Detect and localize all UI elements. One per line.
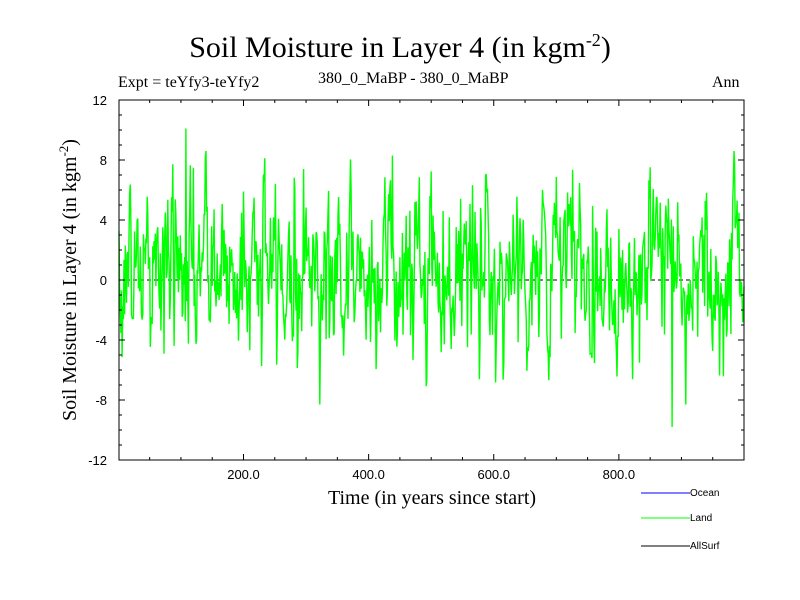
legend: Ocean Land AllSurf: [641, 488, 720, 552]
y-tick-label: 4: [100, 213, 107, 228]
legend-land-label: Land: [690, 513, 712, 524]
land-series-line: [118, 128, 745, 428]
y-tick-label: 12: [93, 93, 107, 108]
y-tick-label: -8: [95, 393, 107, 408]
x-axis-label: Time (in years since start): [328, 487, 536, 509]
legend-ocean-label: Ocean: [690, 488, 719, 499]
ticks-layer: 12 8 4 0 -4 -8 -12 200.0 400.0 600.0 800.0: [88, 93, 744, 482]
chart-title: Soil Moisture in Layer 4 (in kgm-2): [189, 30, 611, 64]
x-tick-label: 800.0: [603, 467, 636, 482]
season-label: Ann: [712, 74, 740, 91]
y-axis-label: Soil Moisture in Layer 4 (in kgm-2): [56, 139, 81, 421]
x-tick-label: 200.0: [227, 467, 260, 482]
y-tick-label: -12: [88, 453, 107, 468]
legend-allsurf-label: AllSurf: [690, 541, 720, 552]
y-tick-label: 0: [100, 273, 107, 288]
x-tick-label: 400.0: [352, 467, 385, 482]
y-tick-label: 8: [100, 153, 107, 168]
y-tick-label: -4: [95, 333, 107, 348]
experiment-label: Expt = teYfy3-teYfy2: [118, 74, 260, 91]
period-label: 380_0_MaBP - 380_0_MaBP: [318, 70, 509, 87]
plot-layer: [118, 128, 745, 428]
x-tick-label: 600.0: [477, 467, 510, 482]
